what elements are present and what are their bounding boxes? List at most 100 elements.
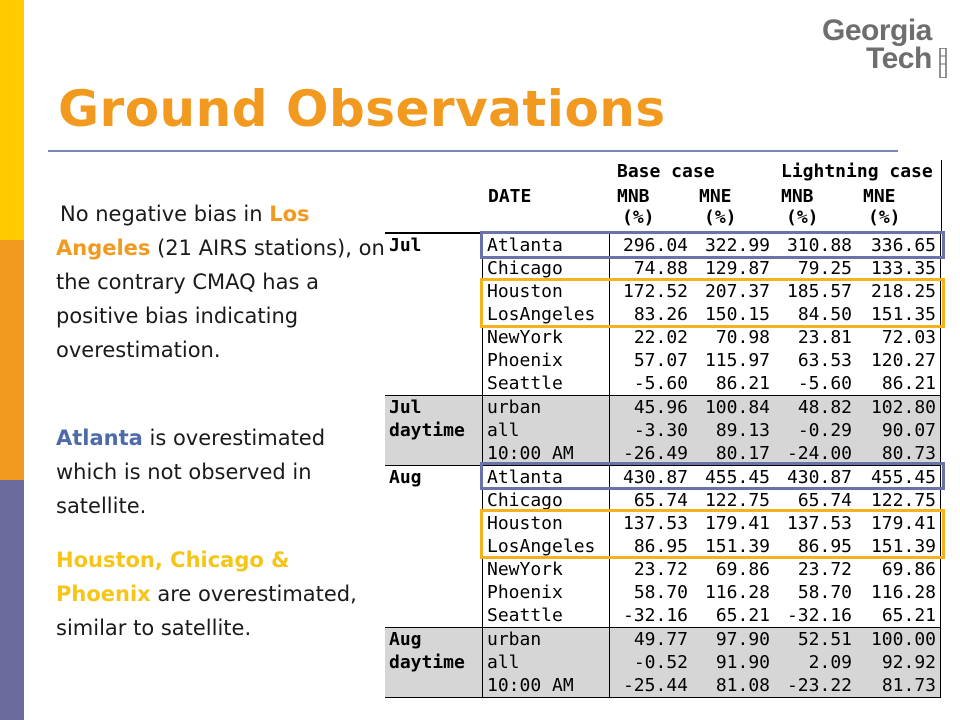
base-mnb-cell: 22.02 <box>633 327 688 348</box>
base-mnb-cell: 296.04 <box>622 235 688 256</box>
base-mne-cell: 322.99 <box>704 235 770 256</box>
header-lightning-case: Lightning case <box>781 161 933 182</box>
base-mnb-cell: 23.72 <box>633 559 688 580</box>
base-mnb-cell: 57.07 <box>633 350 688 371</box>
lightning-mnb-cell: -32.16 <box>786 605 852 626</box>
city-cell: LosAngeles <box>483 535 610 558</box>
table-row: Seattle -5.60 86.21 -5.60 86.21 <box>483 372 940 395</box>
base-mnb-cell: 74.88 <box>633 258 688 279</box>
header-lightning-mne: MNE <box>863 186 896 207</box>
table-row: NewYork 22.02 70.98 23.81 72.03 <box>483 326 940 349</box>
header-base-case: Base case <box>617 161 715 182</box>
lightning-mnb-cell: 23.72 <box>797 559 852 580</box>
slide-title: Ground Observations <box>58 80 666 138</box>
base-mnb-cell: 172.52 <box>622 281 688 302</box>
table-row: NewYork 23.72 69.86 23.72 69.86 <box>483 558 940 581</box>
group-label-line: daytime <box>389 420 465 441</box>
p3-text-1: are overestimated, similar to satellite. <box>56 582 357 640</box>
highlight-box-jul-houston-la <box>480 278 945 328</box>
base-mne-cell: 81.08 <box>715 675 770 696</box>
base-mne-cell: 70.98 <box>715 327 770 348</box>
city-cell: Chicago <box>483 489 610 512</box>
group-label: Aug <box>385 466 483 627</box>
base-mnb-cell: 49.77 <box>633 629 688 650</box>
group-label-line: Jul <box>389 235 422 256</box>
base-mne-cell: 455.45 <box>704 467 770 488</box>
base-mne-cell: 129.87 <box>704 258 770 279</box>
base-mnb-cell: 137.53 <box>622 513 688 534</box>
base-mne-cell: 65.21 <box>715 605 770 626</box>
base-mnb-cell: -3.30 <box>633 420 688 441</box>
base-mne-cell: 91.90 <box>715 652 770 673</box>
lightning-mnb-cell: -24.00 <box>786 443 852 464</box>
lightning-mnb-cell: 52.51 <box>797 629 852 650</box>
header-date: DATE <box>488 186 532 207</box>
p2-text-1: is overestimated which is not observed i… <box>56 426 326 518</box>
group-label: Jul <box>385 234 483 395</box>
lightning-mnb-cell: 2.09 <box>808 652 852 673</box>
city-cell: 10:00 AM <box>483 674 610 697</box>
lightning-mnb-cell: 23.81 <box>797 327 852 348</box>
lightning-mnb-cell: 58.70 <box>797 582 852 603</box>
group-rows: Atlanta 430.87 455.45 430.87 455.45 Chicago 65… <box>483 466 940 627</box>
lightning-mne-cell: 92.92 <box>881 652 936 673</box>
table-row: Phoenix 58.70 116.28 58.70 116.28 <box>483 581 940 604</box>
group-rows: urban 49.77 97.90 52.51 100.00 all -0.52 91.90 2… <box>483 628 940 697</box>
table-row: Houston 172.52 207.37 185.57 218.25 <box>483 280 940 303</box>
city-cell: NewYork <box>483 558 610 581</box>
highlight-box-jul-atlanta <box>480 231 945 259</box>
lightning-mnb-cell: 65.74 <box>797 490 852 511</box>
table-row: Atlanta 430.87 455.45 430.87 455.45 <box>483 466 940 489</box>
header-lightning-mne-unit: (%) <box>868 207 901 228</box>
base-mne-cell: 150.15 <box>704 304 770 325</box>
city-cell: Seattle <box>483 604 610 627</box>
header-base-mne: MNE <box>699 186 732 207</box>
city-cell: Houston <box>483 512 610 535</box>
lightning-mnb-cell: 310.88 <box>786 235 852 256</box>
table-group: Jul Atlanta 296.04 322.99 310.88 336.65 Chicag… <box>385 234 940 396</box>
lightning-mnb-cell: 84.50 <box>797 304 852 325</box>
base-mnb-cell: -5.60 <box>633 373 688 394</box>
group-label: Aug daytime <box>385 628 483 697</box>
table-row: Chicago 65.74 122.75 65.74 122.75 <box>483 489 940 512</box>
table-row: all -3.30 89.13 -0.29 90.07 <box>483 419 940 442</box>
base-mnb-cell: -32.16 <box>622 605 688 626</box>
tech-tower-icon <box>939 48 947 78</box>
lightning-mnb-cell: 86.95 <box>797 536 852 557</box>
city-cell: Chicago <box>483 257 610 280</box>
lightning-mne-cell: 81.73 <box>881 675 936 696</box>
lightning-mne-cell: 122.75 <box>870 490 936 511</box>
base-mne-cell: 80.17 <box>715 443 770 464</box>
header-lightning-mnb-unit: (%) <box>786 207 819 228</box>
p1-highlight-los-angeles: Los Angeles <box>56 202 310 260</box>
lightning-mnb-cell: 63.53 <box>797 350 852 371</box>
city-cell: Phoenix <box>483 581 610 604</box>
highlight-box-aug-houston-la <box>480 509 945 559</box>
lightning-mne-cell: 116.28 <box>870 582 936 603</box>
city-cell: all <box>483 651 610 674</box>
header-base-mnb: MNB <box>617 186 650 207</box>
group-label-line: Aug <box>389 629 422 650</box>
group-label: Jul daytime <box>385 396 483 465</box>
georgia-tech-logo: Georgia Tech <box>822 14 952 78</box>
table-row: all -0.52 91.90 2.09 92.92 <box>483 651 940 674</box>
group-rows: urban 45.96 100.84 48.82 102.80 all -3.30 89.13… <box>483 396 940 465</box>
table-row: urban 45.96 100.84 48.82 102.80 <box>483 396 940 419</box>
lightning-mne-cell: 90.07 <box>881 420 936 441</box>
group-label-line: Aug <box>389 467 422 488</box>
logo-word-tech: Tech <box>866 42 932 75</box>
group-label-line: Jul <box>389 397 422 418</box>
paragraph-houston-chicago-phoenix: Houston, Chicago & Phoenix are overestim… <box>56 543 386 645</box>
lightning-mne-cell: 72.03 <box>881 327 936 348</box>
lightning-mne-cell: 69.86 <box>881 559 936 580</box>
base-mnb-cell: 86.95 <box>633 536 688 557</box>
lightning-mnb-cell: 185.57 <box>786 281 852 302</box>
lightning-mne-cell: 151.39 <box>870 536 936 557</box>
city-cell: NewYork <box>483 326 610 349</box>
header-right-border <box>941 160 942 232</box>
base-mne-cell: 116.28 <box>704 582 770 603</box>
base-mnb-cell: 430.87 <box>622 467 688 488</box>
table-group: Aug Atlanta 430.87 455.45 430.87 455.45 Chicag… <box>385 466 940 628</box>
city-cell: LosAngeles <box>483 303 610 326</box>
city-cell: Atlanta <box>483 466 610 489</box>
